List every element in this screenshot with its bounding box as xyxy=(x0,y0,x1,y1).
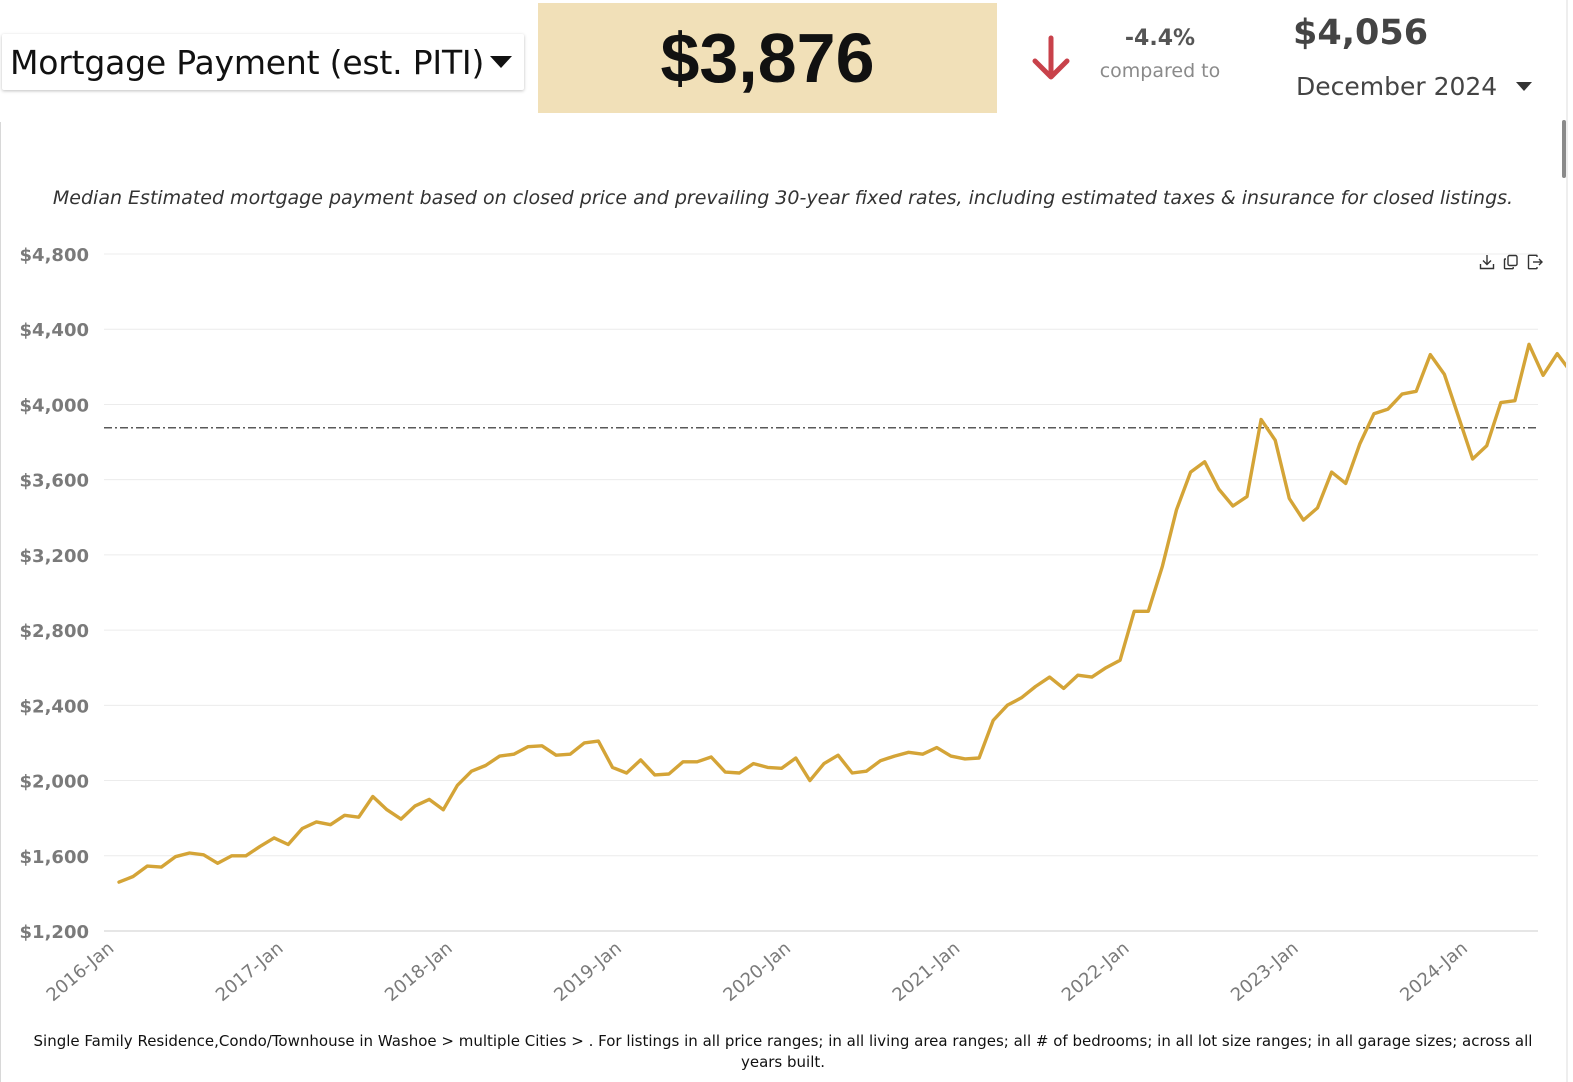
compare-period-label: December 2024 xyxy=(1296,71,1498,101)
y-tick-label: $2,800 xyxy=(20,621,89,642)
x-tick-label: 2021-Jan xyxy=(889,938,965,1006)
current-value-box: $3,876 xyxy=(538,3,997,113)
y-tick-label: $2,000 xyxy=(20,772,89,793)
y-tick-label: $4,800 xyxy=(20,245,89,266)
scrollbar-thumb[interactable] xyxy=(1562,120,1566,178)
y-tick-label: $2,400 xyxy=(20,696,89,717)
change-percent: -4.4% xyxy=(1124,26,1196,51)
y-tick-label: $3,600 xyxy=(20,471,89,492)
series-line xyxy=(117,342,1566,884)
compared-to-label: compared to xyxy=(1099,60,1221,82)
x-tick-label: 2017-Jan xyxy=(212,938,288,1006)
metric-dropdown-label: Mortgage Payment (est. PITI) xyxy=(10,42,485,82)
x-tick-label: 2016-Jan xyxy=(43,938,119,1006)
y-tick-label: $1,200 xyxy=(20,922,89,943)
y-tick-label: $1,600 xyxy=(20,847,89,868)
metric-dropdown[interactable]: Mortgage Payment (est. PITI) xyxy=(2,34,524,90)
y-tick-label: $4,400 xyxy=(20,320,89,341)
x-tick-label: 2020-Jan xyxy=(719,938,795,1006)
x-tick-label: 2018-Jan xyxy=(381,938,457,1006)
x-tick-label: 2024-Jan xyxy=(1396,938,1472,1006)
chevron-down-icon xyxy=(490,56,513,68)
chevron-down-icon xyxy=(1516,82,1532,91)
compare-period-dropdown[interactable]: December 2024 xyxy=(1296,68,1536,104)
copy-icon[interactable] xyxy=(1502,253,1520,271)
chart-description: Median Estimated mortgage payment based … xyxy=(52,187,1514,209)
download-icon[interactable] xyxy=(1478,253,1496,271)
panel-border xyxy=(0,122,1,1082)
arrow-down-icon xyxy=(1032,35,1070,80)
chart-footnote: Single Family Residence,Condo/Townhouse … xyxy=(33,1032,1533,1071)
y-tick-label: $3,200 xyxy=(20,546,89,567)
current-value: $3,876 xyxy=(660,19,875,97)
x-tick-label: 2022-Jan xyxy=(1058,938,1134,1006)
compare-value: $4,056 xyxy=(1293,13,1429,53)
x-tick-label: 2019-Jan xyxy=(550,938,626,1006)
export-icon[interactable] xyxy=(1526,253,1544,271)
line-chart: $1,200 $1,600 $2,000 $2,400 $2,800 $3,200 $3,6… xyxy=(20,245,1566,1006)
x-tick-label: 2023-Jan xyxy=(1227,938,1303,1006)
scrollbar-track[interactable] xyxy=(1566,0,1568,1082)
y-tick-label: $4,000 xyxy=(20,395,89,416)
x-tick-label: 2025-Jan xyxy=(1565,938,1566,1006)
